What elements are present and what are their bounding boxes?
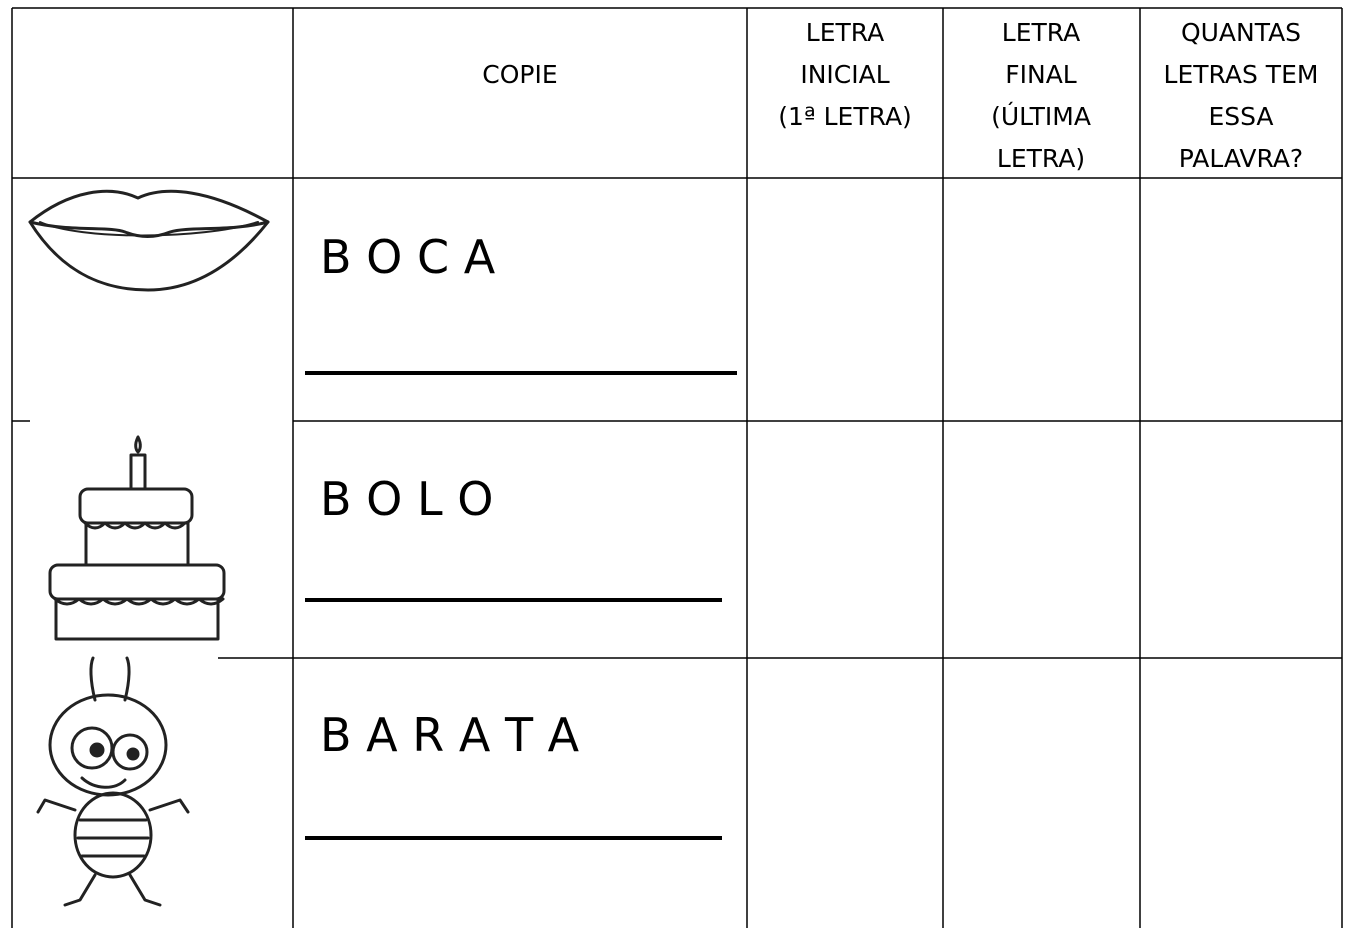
- header-cell: ESSA: [1208, 102, 1273, 131]
- header-cell: (ÚLTIMA: [991, 101, 1091, 131]
- word: B O C A: [320, 230, 496, 284]
- header-cell: LETRA: [806, 18, 884, 47]
- words: B O C A B O L O B A R A T A: [305, 230, 737, 840]
- header: COPIE LETRA INICIAL (1ª LETRA) LETRA FIN…: [482, 18, 1318, 173]
- write-line: [305, 598, 722, 602]
- header-cell: QUANTAS: [1181, 18, 1301, 47]
- lips-image: [28, 189, 270, 292]
- header-cell: LETRA): [997, 144, 1085, 173]
- header-cell: (1ª LETRA): [778, 102, 912, 131]
- table-grid: [11, 7, 1343, 928]
- header-cell: COPIE: [482, 60, 557, 89]
- header-cell: FINAL: [1005, 60, 1077, 89]
- word: B O L O: [320, 472, 493, 526]
- header-cell: PALAVRA?: [1179, 144, 1303, 173]
- header-cell: LETRAS TEM: [1164, 60, 1319, 89]
- cake-image: [48, 435, 226, 641]
- cockroach-image: [36, 656, 190, 907]
- write-line: [305, 371, 737, 375]
- header-cell: INICIAL: [800, 60, 889, 89]
- write-line: [305, 836, 722, 840]
- word: B A R A T A: [320, 708, 580, 762]
- header-cell: LETRA: [1002, 18, 1080, 47]
